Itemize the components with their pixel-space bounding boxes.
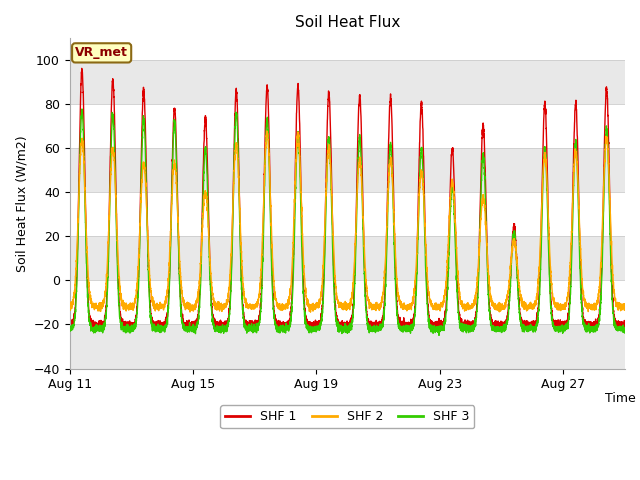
X-axis label: Time: Time — [605, 392, 636, 405]
Bar — [70, 192, 625, 236]
Bar — [70, 60, 625, 104]
Bar — [70, 148, 625, 192]
Bar — [70, 104, 625, 148]
Y-axis label: Soil Heat Flux (W/m2): Soil Heat Flux (W/m2) — [15, 135, 28, 272]
Text: VR_met: VR_met — [76, 47, 128, 60]
Title: Soil Heat Flux: Soil Heat Flux — [294, 15, 400, 30]
Bar — [70, 236, 625, 280]
Bar — [70, 280, 625, 324]
Legend: SHF 1, SHF 2, SHF 3: SHF 1, SHF 2, SHF 3 — [220, 406, 474, 428]
Bar — [70, 324, 625, 369]
